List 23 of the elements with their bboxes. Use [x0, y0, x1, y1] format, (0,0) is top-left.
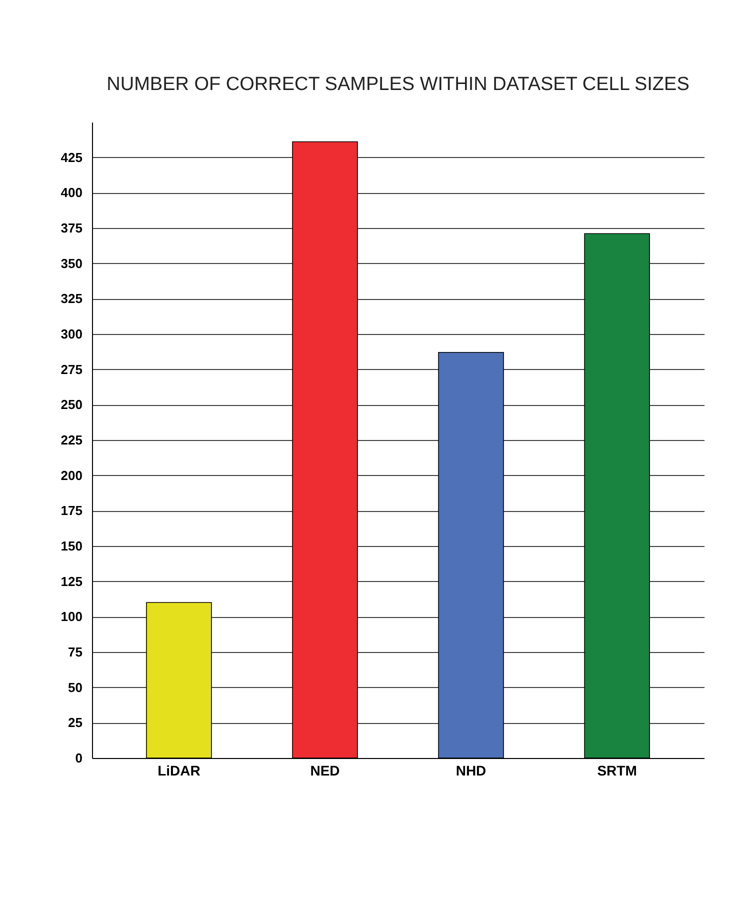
x-tick-label: SRTM [597, 762, 637, 778]
y-tick-label: 50 [68, 680, 82, 695]
y-tick-label: 25 [68, 715, 82, 730]
x-tick-label: NHD [456, 762, 486, 778]
y-tick-label: 0 [75, 750, 82, 766]
y-tick-label: 275 [60, 362, 82, 377]
chart-title: NUMBER OF CORRECT SAMPLES WITHIN DATASET CELL SIZES [106, 74, 690, 95]
x-tick-label: NED [310, 762, 340, 778]
y-tick-label: 375 [60, 220, 82, 236]
y-tick-label: 300 [60, 326, 82, 342]
y-tick-label: 225 [60, 432, 82, 448]
y-tick-label: 100 [60, 609, 82, 624]
y-tick-label: 400 [60, 185, 82, 200]
y-tick-label: 125 [60, 574, 82, 589]
y-tick-label: 350 [60, 256, 82, 271]
y-tick-label: 250 [60, 397, 82, 412]
x-tick-label: LiDAR [158, 762, 200, 778]
y-tick-label: 325 [60, 291, 82, 306]
y-tick-label: 150 [60, 538, 82, 554]
y-tick-label: 75 [68, 644, 82, 660]
y-tick-label: 175 [60, 503, 82, 518]
y-tick-label: 200 [60, 468, 82, 483]
y-tick-label: 425 [60, 150, 82, 165]
